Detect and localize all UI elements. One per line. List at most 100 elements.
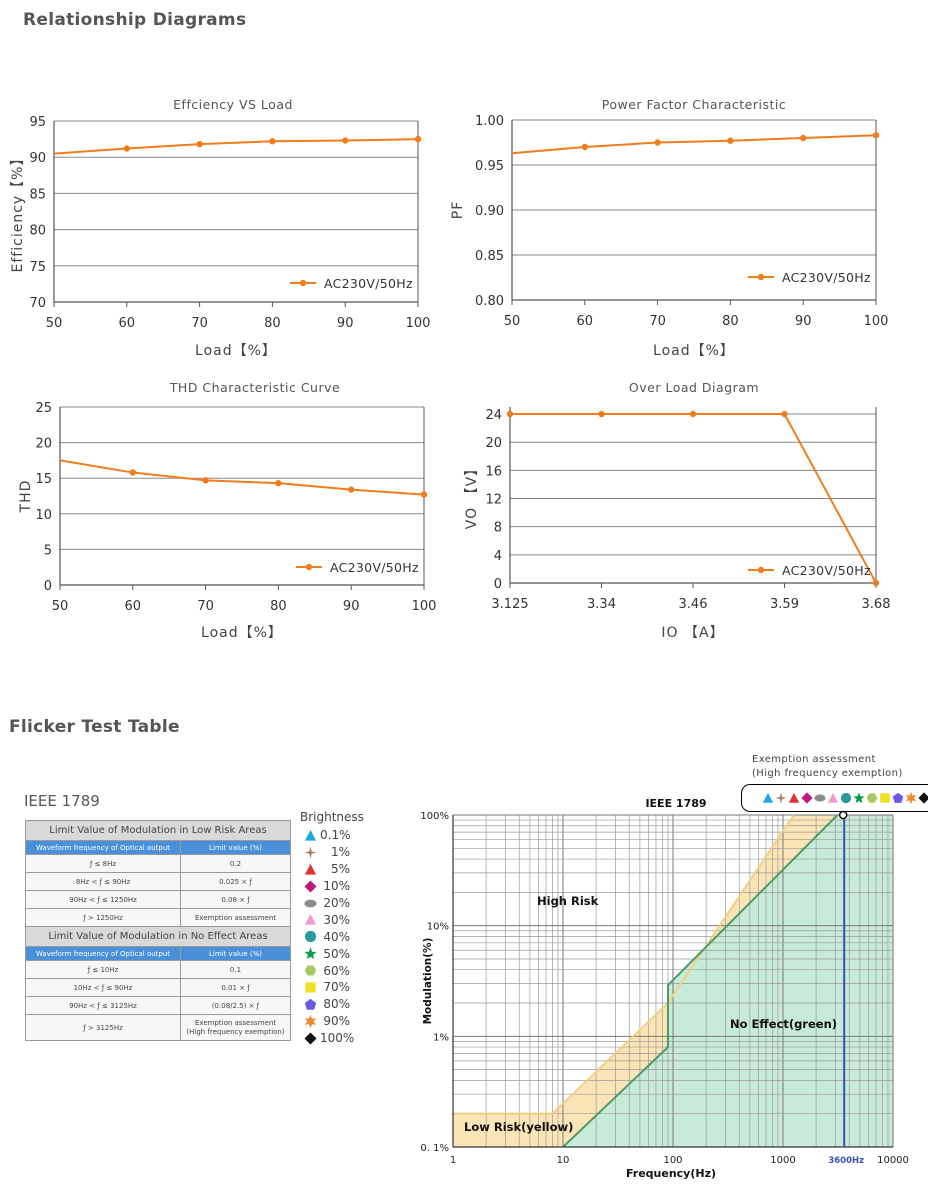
ellipse-icon xyxy=(814,794,826,802)
x-tick-label: 60 xyxy=(125,599,142,614)
triangle-icon xyxy=(827,792,839,803)
brightness-label: 30% xyxy=(323,912,350,927)
no-effect-header-limit: Limit value (%) xyxy=(180,946,291,961)
brightness-label: 5% xyxy=(330,862,350,877)
pentagon-icon xyxy=(892,792,904,803)
y-axis-label: THD xyxy=(18,480,34,514)
relationship-title: Relationship Diagrams xyxy=(23,10,247,30)
y-tick-label: 24 xyxy=(485,408,502,423)
brightness-symbol xyxy=(300,947,320,960)
data-point xyxy=(781,410,788,418)
data-point xyxy=(872,579,880,587)
triangle-icon xyxy=(304,863,316,875)
x-tick-label: 70 xyxy=(649,314,666,329)
brightness-symbol xyxy=(300,964,320,977)
y-tick-label: 85 xyxy=(29,187,46,202)
data-point xyxy=(414,135,422,143)
x-tick-label: 100 xyxy=(864,314,889,329)
brightness-label: 20% xyxy=(323,896,350,910)
brightness-item: 100% xyxy=(300,1030,364,1047)
data-point xyxy=(202,477,209,484)
brightness-item: 40% xyxy=(300,928,364,945)
y-tick-label: 20 xyxy=(35,437,52,452)
diamond-icon xyxy=(801,792,813,804)
y-tick-label: 0.90 xyxy=(475,204,504,219)
data-point xyxy=(872,132,880,139)
chart-title: Over Load Diagram xyxy=(629,380,759,395)
brightness-symbol xyxy=(300,913,320,926)
brightness-item: 90% xyxy=(300,1013,364,1030)
low-risk-table-title: Limit Value of Modulation in Low Risk Ar… xyxy=(25,820,291,841)
legend-marker xyxy=(305,563,313,571)
over-load-chart: 0 4 8 12 16 20 24 3.125 3.34 3.46 3.59 3.68 Over Loa… xyxy=(464,380,890,641)
y-tick-label: 10 xyxy=(35,508,52,523)
table-cell: 90Hz < ƒ ≤ 3125Hz xyxy=(25,996,181,1015)
brightness-symbol xyxy=(300,981,320,994)
y-tick-label: 0.95 xyxy=(475,159,504,174)
x-axis-label: Load【%】 xyxy=(653,343,735,359)
y-tick-label: 16 xyxy=(485,464,502,479)
data-point xyxy=(800,134,807,142)
brightness-label: 40% xyxy=(323,929,350,944)
low-risk-header-limit: Limit value (%) xyxy=(180,840,291,855)
brightness-symbol xyxy=(300,863,320,876)
flicker-title: Flicker Test Table xyxy=(9,717,180,737)
table-cell: 0.2 xyxy=(180,854,291,873)
table-cell: 90Hz < ƒ ≤ 1250Hz xyxy=(25,890,181,909)
no-effect-header-frequency: Waveform frequency of Optical output xyxy=(25,946,181,961)
x-axis-label: Load【%】 xyxy=(201,625,283,641)
star4-icon xyxy=(775,792,787,804)
brightness-label: 60% xyxy=(323,963,350,978)
brightness-item: 5% xyxy=(300,861,364,878)
x-tick-label: 60 xyxy=(119,316,136,331)
data-point xyxy=(689,410,697,418)
brightness-legend: Brightness 0.1% 1% 5% 10% 20% 30% 40% 50% 60% 70%… xyxy=(300,810,364,1047)
y-tick-label: 8 xyxy=(494,521,502,536)
table-cell: Exemption assessment xyxy=(180,908,291,927)
data-point xyxy=(581,143,588,151)
y-tick-label: 1.00 xyxy=(475,114,504,129)
x-axis-label: IO 【A】 xyxy=(661,625,724,641)
triangle-icon xyxy=(304,914,316,925)
star6-icon xyxy=(905,792,917,804)
brightness-symbol xyxy=(300,930,320,943)
data-point xyxy=(506,410,514,418)
data-point xyxy=(196,140,203,148)
x-tick-label: 3.59 xyxy=(770,597,799,612)
ieee-1789-label: IEEE 1789 xyxy=(24,792,100,810)
star-icon xyxy=(853,792,865,804)
diamond-icon xyxy=(918,792,928,804)
hexagon-icon xyxy=(304,965,316,976)
hexagon-icon xyxy=(866,793,878,803)
data-point xyxy=(654,139,661,146)
y-tick-label: 20 xyxy=(485,436,502,451)
x-tick-label: 100 xyxy=(406,316,431,331)
brightness-item: 10% xyxy=(300,878,364,895)
brightness-label: 90% xyxy=(323,1014,350,1029)
x-tick-label: 90 xyxy=(795,314,812,329)
table-cell: (0.08/2.5) × ƒ xyxy=(180,996,291,1015)
x-tick-label: 3.46 xyxy=(679,597,708,612)
diamond-icon xyxy=(303,880,317,893)
y-tick-label: 25 xyxy=(35,401,52,416)
brightness-symbol xyxy=(300,829,320,842)
exemption-line2: (High frequency exemption) xyxy=(752,768,903,779)
series-line xyxy=(53,138,419,155)
x-tick-label: 80 xyxy=(264,316,281,331)
y-tick-label: 75 xyxy=(29,260,46,275)
table-cell: ƒ ≤ 8Hz xyxy=(25,854,181,873)
brightness-label: 50% xyxy=(323,946,350,961)
x-tick-label: 70 xyxy=(197,599,214,614)
x-tick-label: 50 xyxy=(52,599,69,614)
brightness-label: 80% xyxy=(323,997,350,1012)
y-tick-label: 4 xyxy=(494,549,502,564)
x-tick-label: 90 xyxy=(337,316,354,331)
brightness-item: 70% xyxy=(300,979,364,996)
diamond-icon xyxy=(303,1032,317,1045)
x-axis-label: Load【%】 xyxy=(195,343,277,359)
chart-title: THD Characteristic Curve xyxy=(169,380,340,395)
table-cell: ƒ > 3125Hz xyxy=(25,1014,181,1041)
brightness-symbol xyxy=(300,1014,320,1028)
table-cell: 8Hz < ƒ ≤ 90Hz xyxy=(25,872,181,891)
